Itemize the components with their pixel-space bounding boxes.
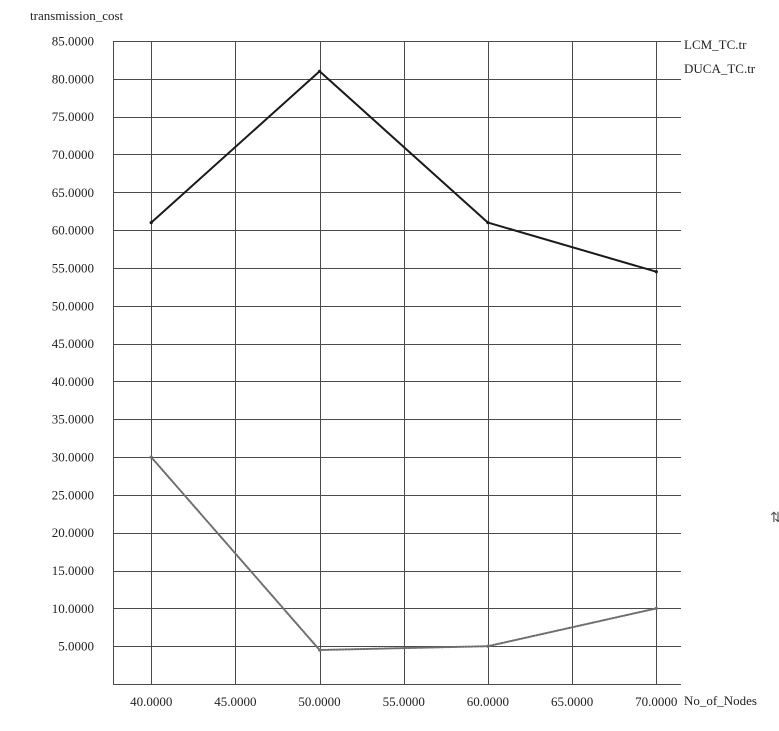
y-tick-label: 45.0000	[52, 336, 94, 351]
grid	[113, 41, 681, 685]
x-tick-label: 50.0000	[298, 694, 340, 709]
data-point	[654, 270, 658, 274]
y-tick-label: 35.0000	[52, 412, 94, 427]
y-tick-label: 50.0000	[52, 298, 94, 313]
y-tick-label: 60.0000	[52, 223, 94, 238]
data-point	[149, 455, 153, 459]
y-tick-label: 55.0000	[52, 260, 94, 275]
y-tick-label: 75.0000	[52, 109, 94, 124]
scroll-handle-icon[interactable]: ⇅	[770, 510, 779, 526]
y-tick-label: 40.0000	[52, 374, 94, 389]
y-tick-label: 20.0000	[52, 525, 94, 540]
y-tick-label: 15.0000	[52, 563, 94, 578]
x-axis-title: No_of_Nodes	[684, 693, 757, 708]
x-tick-label: 40.0000	[130, 694, 172, 709]
x-tick-label: 45.0000	[214, 694, 256, 709]
data-point	[318, 648, 322, 652]
data-point	[149, 221, 153, 225]
data-point	[486, 221, 490, 225]
y-tick-label: 70.0000	[52, 147, 94, 162]
y-tick-label: 5.0000	[58, 639, 94, 654]
series-lines	[149, 69, 658, 652]
x-tick-labels: 40.0000 45.0000 50.0000 55.0000 60.0000 65.00…	[130, 694, 677, 709]
x-tick-label: 70.0000	[635, 694, 677, 709]
legend: LCM_TC.tr DUCA_TC.tr	[684, 37, 756, 76]
y-tick-labels: 5.0000 10.0000 15.0000 20.0000 25.0000 30.000…	[52, 34, 94, 654]
y-tick-label: 25.0000	[52, 487, 94, 502]
y-axis-title: transmission_cost	[30, 8, 124, 23]
y-tick-label: 10.0000	[52, 601, 94, 616]
series-line-0	[150, 70, 658, 273]
y-tick-label: 65.0000	[52, 185, 94, 200]
y-tick-label: 85.0000	[52, 34, 94, 49]
legend-entry: LCM_TC.tr	[684, 37, 747, 52]
y-tick-label: 80.0000	[52, 71, 94, 86]
x-tick-label: 60.0000	[467, 694, 509, 709]
legend-entry: DUCA_TC.tr	[684, 61, 756, 76]
data-point	[318, 69, 322, 73]
data-point	[654, 606, 658, 611]
y-tick-label: 30.0000	[52, 450, 94, 465]
data-point	[486, 644, 490, 648]
series-line-1	[150, 456, 658, 651]
x-tick-label: 65.0000	[551, 694, 593, 709]
x-tick-label: 55.0000	[383, 694, 425, 709]
